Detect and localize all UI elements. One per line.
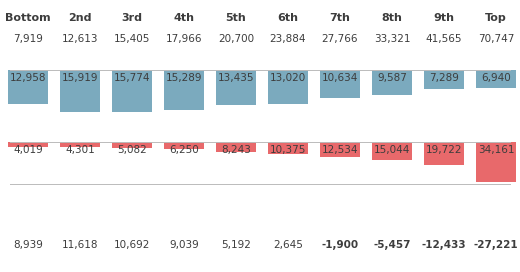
Text: 9,039: 9,039 <box>169 240 199 250</box>
Bar <box>372 142 412 160</box>
Bar <box>8 70 48 104</box>
Text: 8,243: 8,243 <box>221 145 251 155</box>
Text: 15,774: 15,774 <box>114 73 150 83</box>
Text: 70,747: 70,747 <box>478 34 514 44</box>
Bar <box>60 70 100 112</box>
Text: 7,919: 7,919 <box>13 34 43 44</box>
Bar <box>164 142 204 149</box>
Text: 13,435: 13,435 <box>218 73 254 83</box>
Text: 12,534: 12,534 <box>322 145 358 155</box>
Text: 27,766: 27,766 <box>322 34 358 44</box>
Text: Top: Top <box>485 13 507 23</box>
Text: 3rd: 3rd <box>122 13 142 23</box>
Bar <box>216 142 256 152</box>
Text: 2,645: 2,645 <box>273 240 303 250</box>
Text: 10,692: 10,692 <box>114 240 150 250</box>
Text: 20,700: 20,700 <box>218 34 254 44</box>
Bar <box>268 142 308 154</box>
Text: 17,966: 17,966 <box>166 34 202 44</box>
Text: 6th: 6th <box>278 13 298 23</box>
Text: 33,321: 33,321 <box>374 34 410 44</box>
Text: 4th: 4th <box>174 13 194 23</box>
Text: 5,192: 5,192 <box>221 240 251 250</box>
Text: 10,634: 10,634 <box>322 73 358 83</box>
Text: -1,900: -1,900 <box>321 240 359 250</box>
Bar <box>320 70 360 98</box>
Text: 41,565: 41,565 <box>426 34 462 44</box>
Text: 7,289: 7,289 <box>429 73 459 83</box>
Bar <box>476 142 516 182</box>
Bar <box>164 70 204 110</box>
Text: 10,375: 10,375 <box>270 145 306 155</box>
Bar <box>424 70 464 89</box>
Text: 5th: 5th <box>226 13 246 23</box>
Text: 13,020: 13,020 <box>270 73 306 83</box>
Text: 15,919: 15,919 <box>62 73 98 83</box>
Text: 34,161: 34,161 <box>478 145 514 155</box>
Text: 15,044: 15,044 <box>374 145 410 155</box>
Bar <box>424 142 464 165</box>
Text: -12,433: -12,433 <box>422 240 466 250</box>
Text: 6,940: 6,940 <box>481 73 511 83</box>
Text: 15,405: 15,405 <box>114 34 150 44</box>
Bar <box>216 70 256 106</box>
Bar <box>112 142 152 148</box>
Text: 5,082: 5,082 <box>117 145 147 155</box>
Text: 8th: 8th <box>382 13 402 23</box>
Text: 8,939: 8,939 <box>13 240 43 250</box>
Text: -27,221: -27,221 <box>474 240 518 250</box>
Bar <box>60 142 100 147</box>
Text: 7th: 7th <box>330 13 350 23</box>
Bar <box>112 70 152 112</box>
Bar <box>8 142 48 147</box>
Bar <box>372 70 412 95</box>
Text: 11,618: 11,618 <box>62 240 98 250</box>
Bar <box>268 70 308 104</box>
Text: 6,250: 6,250 <box>169 145 199 155</box>
Bar <box>476 70 516 88</box>
Text: -5,457: -5,457 <box>373 240 411 250</box>
Text: 9th: 9th <box>434 13 454 23</box>
Text: 12,613: 12,613 <box>62 34 98 44</box>
Text: 4,019: 4,019 <box>13 145 43 155</box>
Text: Bottom: Bottom <box>5 13 51 23</box>
Text: 9,587: 9,587 <box>377 73 407 83</box>
Text: 23,884: 23,884 <box>270 34 306 44</box>
Text: 2nd: 2nd <box>68 13 92 23</box>
Text: 15,289: 15,289 <box>166 73 202 83</box>
Text: 19,722: 19,722 <box>426 145 462 155</box>
Text: 4,301: 4,301 <box>65 145 95 155</box>
Bar <box>320 142 360 157</box>
Text: 12,958: 12,958 <box>10 73 46 83</box>
